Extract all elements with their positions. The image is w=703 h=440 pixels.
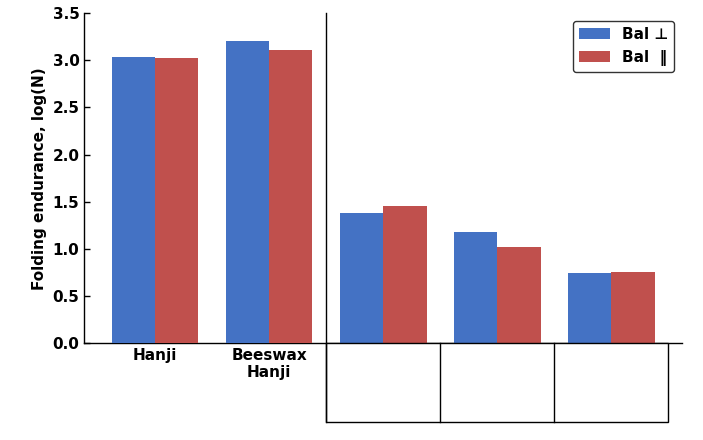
Y-axis label: Folding endurance, log(N): Folding endurance, log(N)	[32, 67, 47, 290]
Bar	[340, 213, 383, 343]
Bar	[112, 57, 155, 343]
Text: Aged beeswax Hanji: Aged beeswax Hanji	[411, 392, 584, 407]
Bar	[155, 59, 198, 343]
Bar	[497, 247, 541, 343]
Bar	[226, 40, 269, 343]
Bar	[269, 50, 312, 343]
Bar	[612, 272, 654, 343]
Bar	[568, 273, 612, 343]
Bar	[454, 232, 497, 343]
Legend: Bal ⊥, Bal  ‖: Bal ⊥, Bal ‖	[573, 21, 674, 72]
Bar	[383, 205, 427, 343]
